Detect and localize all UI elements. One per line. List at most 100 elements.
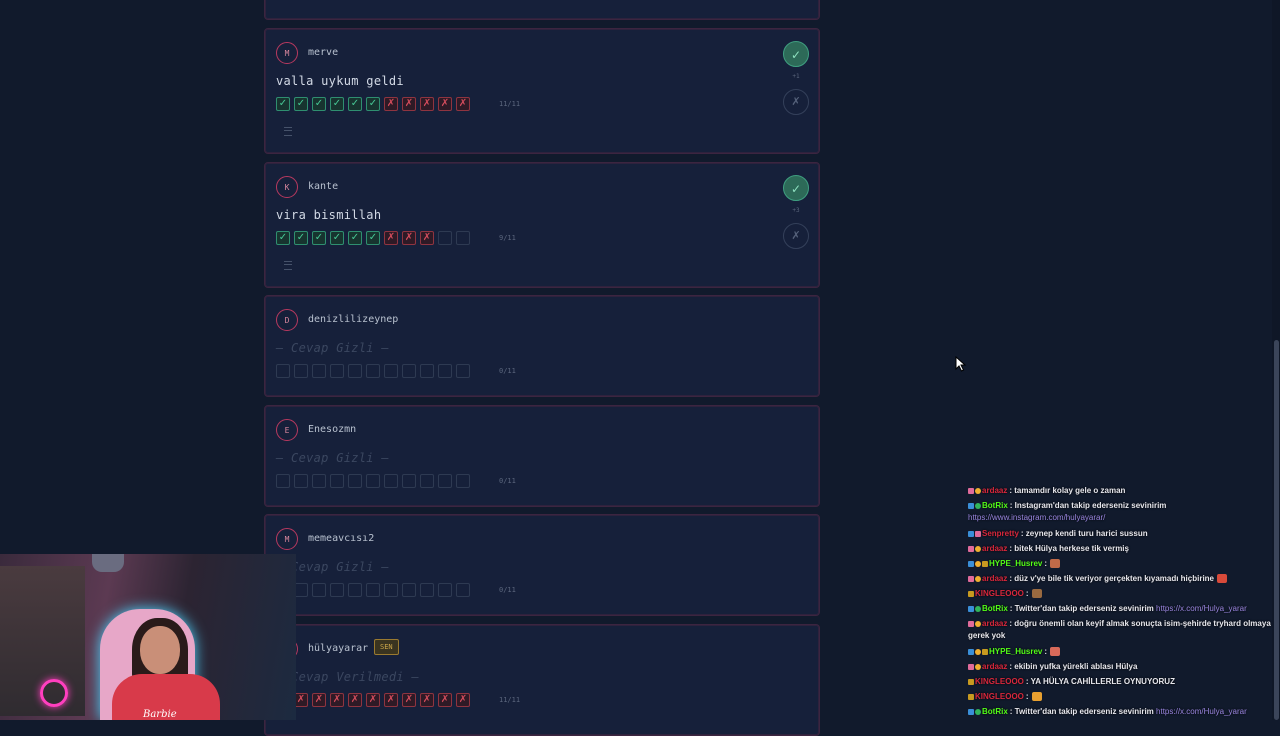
chat-badges: [968, 704, 982, 719]
chat-message: BotRix: Twitter'dan takip ederseniz sevi…: [968, 704, 1276, 719]
empty-box: [420, 474, 434, 488]
empty-box: [384, 364, 398, 378]
empty-box: [330, 583, 344, 597]
chat-text: : Twitter'dan takip ederseniz sevinirim: [1009, 707, 1154, 716]
vip-badge-icon: [968, 487, 974, 494]
score-label: 0/11: [499, 477, 516, 485]
reject-button[interactable]: ✗: [783, 89, 809, 115]
empty-box: [330, 364, 344, 378]
chat-username[interactable]: BotRix: [982, 501, 1008, 510]
empty-box: [420, 583, 434, 597]
cross-icon: ✗: [438, 97, 452, 111]
chat-text: : doğru önemli olan keyif almak sonuçta …: [968, 619, 1271, 640]
chat-badges: [968, 689, 975, 704]
chat-username[interactable]: ardaaz: [982, 574, 1008, 583]
chat-badges: [968, 483, 982, 498]
chat-message: KINGLEOOO: YA HÜLYA CAHİLLERLE OYNUYORUZ: [968, 674, 1276, 689]
username: kante: [308, 181, 339, 192]
approve-button[interactable]: ✓: [783, 175, 809, 201]
menu-icon[interactable]: [284, 261, 292, 270]
score-label: 11/11: [499, 100, 521, 108]
self-badge: SEN: [374, 639, 399, 655]
scrollbar[interactable]: [1272, 0, 1280, 720]
chat-username[interactable]: BotRix: [982, 707, 1008, 716]
result-boxes: ✓ ✓ ✓ ✓ ✓ ✓ ✗ ✗ ✗: [276, 231, 470, 245]
check-icon: ✓: [330, 97, 344, 111]
result-boxes: [276, 583, 470, 597]
chat-username[interactable]: ardaaz: [982, 662, 1008, 671]
cross-icon: ✗: [384, 231, 398, 245]
cross-icon: ✗: [420, 97, 434, 111]
empty-box: [384, 583, 398, 597]
chat-username[interactable]: ardaaz: [982, 544, 1008, 553]
empty-box: [312, 364, 326, 378]
vote-count: +1: [792, 73, 800, 80]
mod-badge-icon: [968, 648, 974, 655]
pre-badge-icon: [968, 693, 974, 700]
empty-box: [348, 364, 362, 378]
avatar: M: [276, 528, 298, 550]
chat-username[interactable]: HYPE_Husrev: [989, 559, 1043, 568]
chat-message: HYPE_Husrev:: [968, 556, 1276, 571]
chat-badges: [968, 618, 982, 630]
reject-button[interactable]: ✗: [783, 223, 809, 249]
avatar: E: [276, 419, 298, 441]
chat-link[interactable]: https://www.instagram.com/hulyayarar/: [968, 513, 1106, 522]
result-boxes: [276, 474, 470, 488]
chat-username[interactable]: ardaaz: [982, 619, 1008, 628]
chat-badges: [968, 541, 982, 556]
mod-badge-icon: [968, 605, 974, 612]
cross-icon: ✗: [312, 693, 326, 707]
answer-text: vira bismillah: [276, 208, 382, 222]
emote-icon: [1031, 692, 1042, 702]
emote-icon: [1217, 574, 1228, 584]
avatar: M: [276, 42, 298, 64]
emote-icon: [1031, 589, 1042, 599]
chat-link[interactable]: https://x.com/Hulya_yarar: [1156, 707, 1247, 716]
result-boxes: [276, 364, 470, 378]
sub-badge-icon: [975, 545, 981, 552]
webcam-neon-light: [40, 679, 68, 707]
chat-username[interactable]: KINGLEOOO: [975, 677, 1024, 686]
empty-box: [348, 474, 362, 488]
cross-icon: ✗: [294, 693, 308, 707]
chat-badges: [968, 526, 982, 541]
vip-badge-icon: [968, 545, 974, 552]
check-icon: ✓: [348, 97, 362, 111]
answer-text: — Cevap Gizli —: [276, 560, 389, 574]
answer-text: — Cevap Gizli —: [276, 341, 389, 355]
chat-username[interactable]: KINGLEOOO: [975, 692, 1024, 701]
approve-button[interactable]: ✓: [783, 41, 809, 67]
chat-username[interactable]: KINGLEOOO: [975, 589, 1024, 598]
check-icon: ✓: [330, 231, 344, 245]
chat-link[interactable]: https://x.com/Hulya_yarar: [1156, 604, 1247, 613]
check-icon: ✓: [276, 97, 290, 111]
webcam-streamer-sweater: [112, 674, 220, 720]
check-icon: ✓: [366, 97, 380, 111]
result-boxes: ✓ ✓ ✓ ✓ ✓ ✓ ✗ ✗ ✗ ✗ ✗: [276, 97, 470, 111]
cross-icon: ✗: [456, 693, 470, 707]
cross-icon: ✗: [348, 693, 362, 707]
menu-icon[interactable]: [284, 127, 292, 136]
empty-box: [438, 474, 452, 488]
chat-username[interactable]: BotRix: [982, 604, 1008, 613]
chat-text: : YA HÜLYA CAHİLLERLE OYNUYORUZ: [1025, 677, 1175, 686]
empty-box: [402, 474, 416, 488]
cross-icon: ✗: [420, 231, 434, 245]
scrollbar-thumb[interactable]: [1274, 340, 1279, 720]
chat-username[interactable]: Senpretty: [982, 529, 1019, 538]
emote-icon: [1050, 559, 1061, 569]
empty-box: [456, 583, 470, 597]
sub-badge-icon: [975, 648, 981, 655]
score-label: 0/11: [499, 367, 516, 375]
cross-icon: ✗: [384, 97, 398, 111]
chat-text: : Twitter'dan takip ederseniz sevinirim: [1009, 604, 1154, 613]
empty-box: [276, 474, 290, 488]
pre-badge-icon: [982, 560, 988, 567]
chat-username[interactable]: ardaaz: [982, 486, 1008, 495]
chat-username[interactable]: HYPE_Husrev: [989, 647, 1043, 656]
webcam-sweater-logo: Barbie: [143, 709, 177, 720]
cross-icon: ✗: [402, 231, 416, 245]
chat-text: : ekibin yufka yürekli ablası Hülya: [1009, 662, 1138, 671]
